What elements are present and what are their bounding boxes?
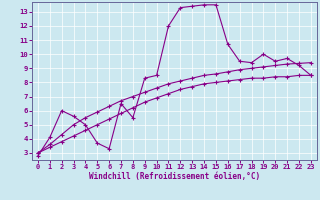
X-axis label: Windchill (Refroidissement éolien,°C): Windchill (Refroidissement éolien,°C) — [89, 172, 260, 181]
